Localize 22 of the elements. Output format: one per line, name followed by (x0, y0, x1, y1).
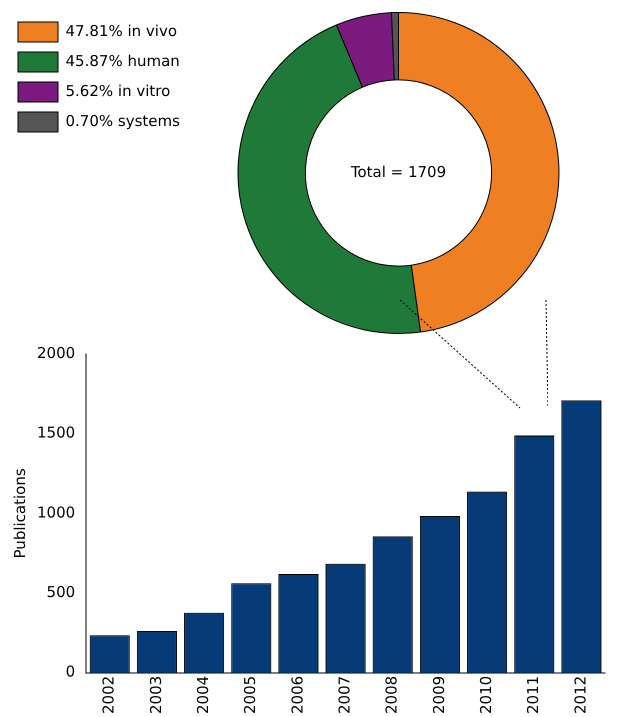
x-tick-label: 2010 (476, 676, 495, 714)
legend-label: 5.62% in vitro (66, 82, 170, 100)
y-tick-label: 500 (46, 583, 76, 602)
y-tick-label: 1000 (36, 503, 76, 522)
x-tick-label: 2009 (430, 676, 448, 714)
x-tick-label: 2008 (382, 676, 401, 714)
x-tick-label: 2003 (146, 676, 165, 714)
y-tick-label: 0 (66, 662, 76, 681)
y-tick-label: 2000 (36, 344, 76, 362)
y-axis-title: Publications (10, 468, 29, 558)
x-tick-label: 2007 (335, 676, 354, 714)
x-tick-label: 2006 (288, 676, 306, 714)
legend-label: 0.70% systems (66, 112, 180, 130)
x-tick-label: 2012 (571, 676, 590, 714)
y-tick-label: 1500 (36, 424, 76, 442)
legend-label: 47.81% in vivo (66, 22, 178, 40)
legend-label: 45.87% human (66, 52, 180, 70)
text: Total = 1709 (350, 162, 446, 181)
x-tick-label: 2002 (100, 676, 118, 714)
x-tick-label: 2004 (194, 676, 212, 714)
x-tick-label: 2011 (524, 676, 542, 714)
x-tick-label: 2005 (241, 676, 260, 714)
